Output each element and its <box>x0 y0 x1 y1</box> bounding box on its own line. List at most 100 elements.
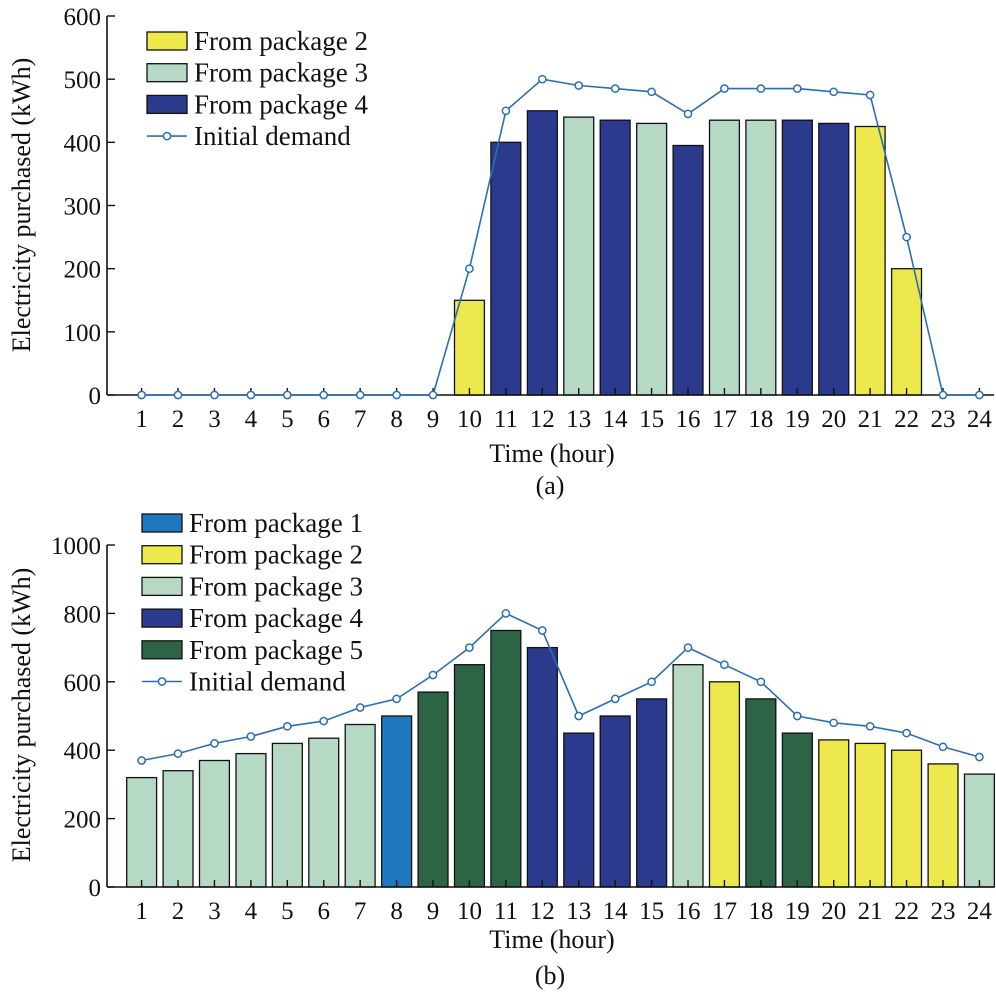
demand-point-6 <box>319 716 329 726</box>
x-tick-label: 8 <box>390 406 403 433</box>
demand-point-7 <box>355 703 365 712</box>
x-tick-label: 23 <box>931 898 956 925</box>
x-tick-label: 21 <box>858 406 883 433</box>
bar-12 <box>526 646 558 888</box>
y-tick-label: 600 <box>64 670 102 697</box>
legend-swatch-package-1 <box>141 513 183 533</box>
demand-point-14 <box>610 694 620 704</box>
initial-demand-line <box>141 612 980 762</box>
x-tick-label: 9 <box>427 898 440 925</box>
chart-b: Electricity purchased (kWh) Time (hour) … <box>7 508 996 990</box>
demand-point-16 <box>683 109 693 119</box>
demand-point-16 <box>683 643 693 652</box>
bar-12 <box>526 110 558 396</box>
initial-demand-line <box>141 78 980 396</box>
x-tick-label: 14 <box>603 898 629 925</box>
bar-17 <box>708 681 741 888</box>
legend-label: From package 2 <box>194 26 368 56</box>
demand-point-23 <box>938 742 948 752</box>
demand-point-18 <box>756 84 766 93</box>
demand-point-3 <box>210 739 219 748</box>
legend-label: Initial demand <box>194 121 351 151</box>
demand-point-8 <box>392 390 401 400</box>
legend-swatch-package-3 <box>141 576 183 597</box>
bar-3 <box>198 759 231 888</box>
y-tick-label: 100 <box>64 320 102 347</box>
y-tick-label: 200 <box>64 807 102 834</box>
chart-a-sublabel: (a) <box>536 471 565 500</box>
bar-10 <box>453 664 486 888</box>
x-tick-label: 17 <box>712 406 737 433</box>
demand-point-12 <box>537 74 547 84</box>
bar-21 <box>854 125 886 396</box>
legend-label: From package 5 <box>189 635 363 665</box>
chart-a: Electricity purchased (kWh) Time (hour) … <box>7 4 994 500</box>
x-tick-label: 7 <box>354 898 367 925</box>
demand-point-23 <box>938 390 948 400</box>
demand-point-2 <box>173 749 183 758</box>
x-tick-label: 3 <box>208 898 221 925</box>
x-tick-label: 12 <box>530 406 555 433</box>
bar-20 <box>818 739 850 888</box>
demand-point-24 <box>975 752 984 762</box>
x-tick-label: 20 <box>821 406 846 433</box>
x-tick-label: 24 <box>967 406 993 433</box>
x-tick-label: 23 <box>931 406 956 433</box>
x-tick-label: 5 <box>281 406 294 433</box>
bar-13 <box>563 116 595 396</box>
demand-point-9 <box>428 670 438 680</box>
demand-point-10 <box>465 643 474 652</box>
demand-point-12 <box>537 626 547 635</box>
bar-15 <box>636 698 668 888</box>
x-tick-label: 19 <box>785 406 810 433</box>
demand-point-20 <box>829 718 839 728</box>
bar-20 <box>818 122 850 396</box>
legend-label: From package 3 <box>189 571 363 601</box>
x-tick-label: 18 <box>748 898 773 925</box>
x-tick-label: 12 <box>530 898 555 925</box>
demand-point-21 <box>865 90 875 100</box>
bar-21 <box>854 742 886 888</box>
bar-6 <box>308 737 340 888</box>
x-tick-label: 4 <box>245 406 258 433</box>
demand-point-5 <box>282 390 292 400</box>
y-tick-label: 400 <box>64 738 102 765</box>
x-tick-label: 1 <box>135 406 148 433</box>
bar-22 <box>890 268 923 396</box>
bar-24 <box>963 773 996 888</box>
y-tick-label: 600 <box>64 4 102 31</box>
legend-marker <box>162 131 172 141</box>
demand-point-11 <box>501 106 511 116</box>
y-tick-label: 800 <box>64 601 102 628</box>
x-tick-label: 16 <box>676 898 701 925</box>
chart-a-xlabel: Time (hour) <box>489 439 614 468</box>
x-tick-label: 22 <box>894 898 919 925</box>
bar-8 <box>381 715 413 888</box>
bar-10 <box>453 299 486 396</box>
demand-point-13 <box>574 711 584 721</box>
y-tick-label: 300 <box>64 194 102 221</box>
bar-14 <box>599 715 631 888</box>
demand-point-19 <box>792 84 802 93</box>
bar-13 <box>563 732 595 888</box>
bar-7 <box>344 723 376 888</box>
demand-point-24 <box>975 390 984 400</box>
x-tick-label: 10 <box>457 406 482 433</box>
y-tick-label: 500 <box>64 67 102 94</box>
bar-5 <box>271 742 303 888</box>
legend-swatch-package-3 <box>146 63 188 83</box>
demand-point-15 <box>647 87 656 97</box>
bar-1 <box>126 776 158 888</box>
chart-b-ylabel: Electricity purchased (kWh) <box>7 568 36 863</box>
bar-14 <box>599 119 631 396</box>
x-tick-label: 1 <box>135 898 148 925</box>
demand-point-1 <box>137 390 146 400</box>
demand-point-14 <box>610 84 620 93</box>
legend-swatch-package-2 <box>146 31 188 51</box>
x-tick-label: 11 <box>494 406 518 433</box>
demand-point-21 <box>865 721 875 731</box>
demand-point-6 <box>319 390 329 400</box>
legend-marker <box>157 677 167 686</box>
chart-b-sublabel: (b) <box>535 961 565 990</box>
